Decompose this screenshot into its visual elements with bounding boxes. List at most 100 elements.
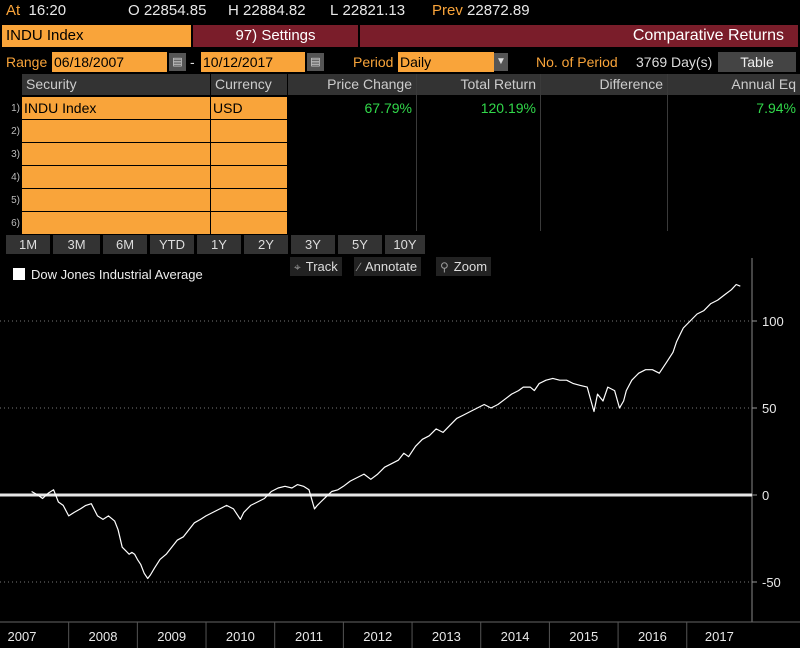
y-tick-label: -50 <box>762 575 781 590</box>
x-tick-label: 2014 <box>501 629 530 644</box>
high-label: H <box>228 2 239 19</box>
quote-high: H 22884.82 <box>228 2 306 20</box>
security-input[interactable] <box>22 212 210 234</box>
col-header-price-change[interactable]: Price Change <box>288 74 416 95</box>
function-title: Comparative Returns <box>360 25 798 47</box>
series-line-dow-jones <box>31 283 741 580</box>
quote-low: L 22821.13 <box>330 2 405 20</box>
period-button-ytd[interactable]: YTD <box>150 235 194 254</box>
low-value: 22821.13 <box>342 2 406 19</box>
x-tick-label: 2007 <box>8 629 37 644</box>
chevron-down-icon[interactable]: ▼ <box>494 53 508 71</box>
period-button-6m[interactable]: 6M <box>103 235 147 254</box>
num-period-label: No. of Period <box>536 54 618 70</box>
annotate-button[interactable]: ∕ Annotate <box>354 257 422 276</box>
period-button-1y[interactable]: 1Y <box>197 235 241 254</box>
x-tick-label: 2010 <box>226 629 255 644</box>
zoom-button[interactable]: ⚲ Zoom <box>436 257 492 276</box>
y-tick-label: 100 <box>762 314 784 329</box>
x-tick-label: 2009 <box>157 629 186 644</box>
end-date-input[interactable]: 10/12/2017 <box>201 52 305 72</box>
pencil-icon: ∕ <box>358 260 361 274</box>
y-tick-label: 50 <box>762 401 776 416</box>
x-tick-label: 2013 <box>432 629 461 644</box>
period-button-2y[interactable]: 2Y <box>244 235 288 254</box>
col-header-total-return[interactable]: Total Return <box>417 74 540 95</box>
period-button-3y[interactable]: 3Y <box>291 235 335 254</box>
price-change-value: 67.79% <box>364 100 412 116</box>
table-button[interactable]: Table <box>718 52 796 72</box>
x-tick-label: 2012 <box>363 629 392 644</box>
currency-input[interactable] <box>211 212 287 234</box>
track-label: Track <box>305 259 338 274</box>
period-button-3m[interactable]: 3M <box>53 235 100 254</box>
row-number: 3) <box>0 143 22 166</box>
start-date-input[interactable]: 06/18/2007 <box>52 52 167 72</box>
track-button[interactable]: ⌖ Track <box>290 257 342 276</box>
security-input[interactable] <box>22 120 210 142</box>
period-label: Period <box>353 54 394 70</box>
row-number: 6) <box>0 212 22 235</box>
quote-prev: Prev 22872.89 <box>432 2 530 20</box>
period-button-10y[interactable]: 10Y <box>385 235 425 254</box>
legend-label: Dow Jones Industrial Average <box>31 267 203 282</box>
annual-eq-value: 7.94% <box>756 100 796 116</box>
x-tick-label: 2015 <box>569 629 598 644</box>
time-value: 16:20 <box>28 2 67 19</box>
zoom-label: Zoom <box>453 259 488 274</box>
range-label: Range <box>6 54 48 70</box>
column-divider <box>540 74 541 231</box>
calendar-icon[interactable]: ▤ <box>307 53 324 71</box>
period-button-1m[interactable]: 1M <box>6 235 50 254</box>
security-input[interactable] <box>22 189 210 211</box>
quote-open: O 22854.85 <box>128 2 206 20</box>
annotate-label: Annotate <box>365 259 418 274</box>
high-value: 22884.82 <box>243 2 306 19</box>
legend-swatch <box>13 268 25 280</box>
date-separator: - <box>190 54 195 70</box>
prev-label: Prev <box>432 2 463 19</box>
quote-time: At 16:20 <box>6 2 66 20</box>
period-button-5y[interactable]: 5Y <box>338 235 382 254</box>
calendar-icon[interactable]: ▤ <box>169 53 186 71</box>
total-return-value: 120.19% <box>480 100 536 116</box>
period-select[interactable]: Daily <box>398 52 494 72</box>
currency-input[interactable]: USD <box>211 97 287 119</box>
row-number: 2) <box>0 120 22 143</box>
at-label: At <box>6 2 21 19</box>
currency-input[interactable] <box>211 143 287 165</box>
security-input[interactable]: INDU Index <box>22 97 210 119</box>
x-tick-label: 2017 <box>705 629 734 644</box>
open-value: 22854.85 <box>143 2 207 19</box>
open-label: O <box>128 2 140 19</box>
column-divider <box>667 74 668 231</box>
x-tick-label: 2011 <box>295 629 323 644</box>
prev-value: 22872.89 <box>467 2 530 19</box>
y-tick-label: 0 <box>762 488 769 503</box>
ticker-field[interactable]: INDU Index <box>2 25 191 47</box>
col-header-difference[interactable]: Difference <box>541 74 667 95</box>
col-header-security[interactable]: Security <box>22 74 210 95</box>
currency-input[interactable] <box>211 189 287 211</box>
magnifier-icon: ⚲ <box>440 260 449 274</box>
col-header-currency[interactable]: Currency <box>211 74 287 95</box>
crosshair-icon: ⌖ <box>294 260 301 274</box>
security-input[interactable] <box>22 143 210 165</box>
row-number: 1) <box>0 97 22 120</box>
x-tick-label: 2016 <box>638 629 667 644</box>
quote-bar: At 16:20 O 22854.85 H 22884.82 L 22821.1… <box>0 0 800 22</box>
column-divider <box>416 74 417 231</box>
currency-input[interactable] <box>211 166 287 188</box>
row-number: 5) <box>0 189 22 212</box>
chart-legend[interactable]: Dow Jones Industrial Average <box>13 265 203 285</box>
row-number: 4) <box>0 166 22 189</box>
x-tick-label: 2008 <box>89 629 118 644</box>
settings-button[interactable]: 97) Settings <box>193 25 358 47</box>
security-input[interactable] <box>22 166 210 188</box>
range-row: Range 06/18/2007 ▤ - 10/12/2017 ▤ Period… <box>0 52 800 72</box>
low-label: L <box>330 2 339 19</box>
col-header-annual-eq[interactable]: Annual Eq <box>668 74 800 95</box>
currency-input[interactable] <box>211 120 287 142</box>
num-period-value: 3769 Day(s) <box>636 54 713 70</box>
